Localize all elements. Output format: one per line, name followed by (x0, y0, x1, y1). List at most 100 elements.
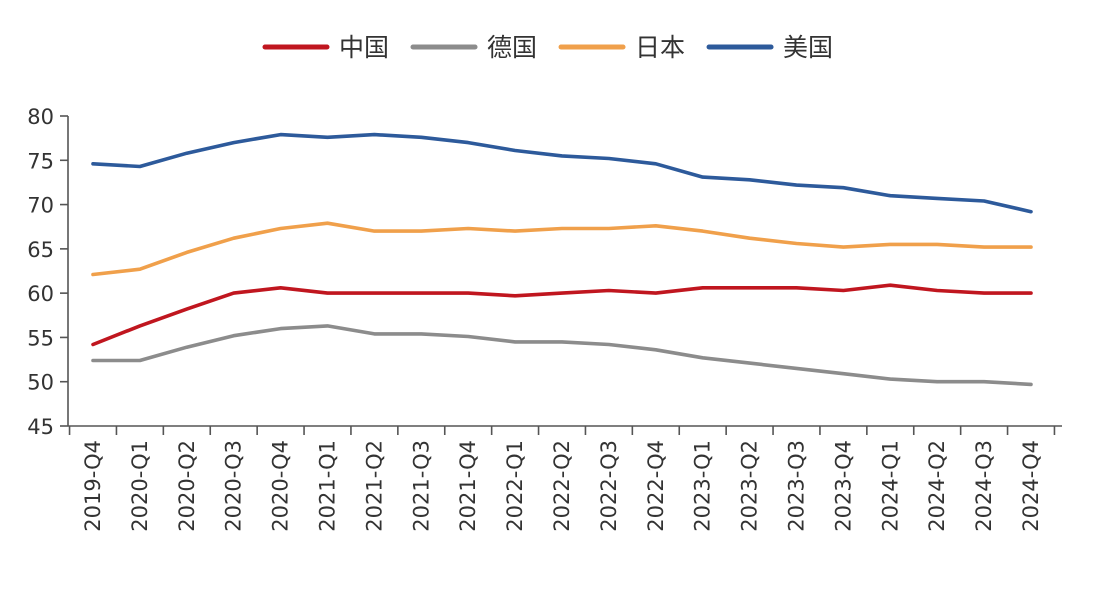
series-3 (91, 132, 1033, 214)
x-tick-label: 2022-Q1 (503, 440, 527, 532)
plot-series (91, 132, 1033, 387)
data-point (701, 356, 705, 360)
y-tick-label: 80 (27, 105, 54, 129)
data-point (1029, 291, 1033, 295)
data-point (91, 162, 95, 166)
data-point (982, 199, 986, 203)
data-point (795, 183, 798, 187)
data-point (232, 141, 236, 144)
data-point (795, 367, 798, 370)
data-point (748, 286, 751, 290)
data-point (982, 291, 986, 295)
data-point (654, 224, 658, 228)
x-tick-label: 2020-Q4 (269, 440, 293, 532)
legend-label: 日本 (635, 33, 685, 62)
x-tick-label: 2021-Q4 (456, 440, 480, 532)
data-point (419, 291, 423, 295)
legend-item: 德国 (410, 33, 537, 62)
series-1 (91, 324, 1033, 387)
data-point (935, 196, 939, 200)
legend-item: 日本 (558, 33, 685, 62)
x-tick-label: 2020-Q3 (222, 440, 246, 532)
x-tick-label: 2023-Q2 (738, 440, 762, 532)
data-point (935, 380, 939, 384)
data-point (607, 289, 611, 292)
x-tick-label: 2019-Q4 (81, 440, 105, 532)
data-point (419, 332, 423, 336)
data-point (935, 289, 939, 292)
x-tick-label: 2024-Q1 (878, 440, 902, 532)
data-point (842, 245, 845, 249)
y-tick-label: 70 (27, 194, 54, 218)
x-tick-label: 2022-Q4 (644, 440, 668, 532)
data-point (935, 243, 939, 246)
data-point (560, 154, 564, 158)
data-point (513, 294, 517, 298)
y-axis-ticks: 45 50 55 60 65 70 75 80 (27, 105, 68, 439)
data-point (466, 291, 470, 295)
data-point (842, 186, 845, 190)
data-point (888, 243, 892, 246)
data-point (701, 286, 705, 290)
data-point (748, 178, 751, 182)
x-tick-label: 2024-Q2 (925, 440, 949, 532)
data-point (326, 135, 329, 139)
data-point (560, 340, 564, 344)
data-point (888, 283, 892, 287)
data-point (607, 157, 611, 160)
data-point (185, 345, 189, 349)
data-point (279, 133, 282, 137)
data-point (748, 361, 751, 365)
data-point (795, 286, 798, 290)
x-axis-ticks: 2019-Q4 2020-Q1 2020-Q2 2020-Q3 2020-Q4 2021-… (68, 426, 1056, 532)
data-point (982, 380, 986, 384)
data-point (748, 236, 751, 240)
data-point (842, 372, 845, 376)
legend: 中国 德国 日本 美国 (262, 33, 833, 62)
data-point (279, 286, 282, 290)
data-point (373, 291, 376, 295)
legend-item: 中国 (262, 33, 389, 62)
data-point (138, 359, 142, 362)
legend-label: 中国 (339, 33, 389, 62)
data-point (91, 273, 95, 276)
data-point (701, 229, 705, 233)
data-point (466, 141, 470, 144)
data-point (607, 227, 611, 230)
data-point (560, 291, 564, 295)
data-point (373, 229, 376, 233)
data-point (326, 221, 329, 225)
data-point (373, 133, 376, 137)
data-point (654, 291, 658, 295)
legend-label: 德国 (487, 33, 537, 62)
data-point (1029, 382, 1033, 386)
y-tick-label: 55 (27, 326, 54, 350)
x-tick-label: 2022-Q3 (597, 440, 621, 532)
data-point (513, 229, 517, 233)
data-point (279, 227, 282, 230)
data-point (279, 327, 282, 330)
y-tick-label: 65 (27, 238, 54, 262)
data-point (607, 343, 611, 346)
data-point (560, 227, 564, 230)
x-tick-label: 2023-Q1 (691, 440, 715, 532)
data-point (185, 251, 189, 254)
data-point (91, 343, 95, 346)
data-point (888, 194, 892, 198)
data-point (232, 291, 236, 295)
data-point (138, 165, 142, 168)
series-0 (91, 283, 1033, 347)
data-point (701, 175, 705, 179)
data-point (795, 242, 798, 245)
x-tick-label: 2021-Q2 (362, 440, 386, 532)
data-point (466, 335, 470, 338)
data-point (232, 334, 236, 338)
data-point (466, 227, 470, 230)
data-point (888, 377, 892, 381)
data-point (185, 307, 189, 311)
data-point (513, 340, 517, 344)
y-tick-label: 45 (27, 415, 54, 439)
x-tick-label: 2021-Q1 (316, 440, 340, 532)
